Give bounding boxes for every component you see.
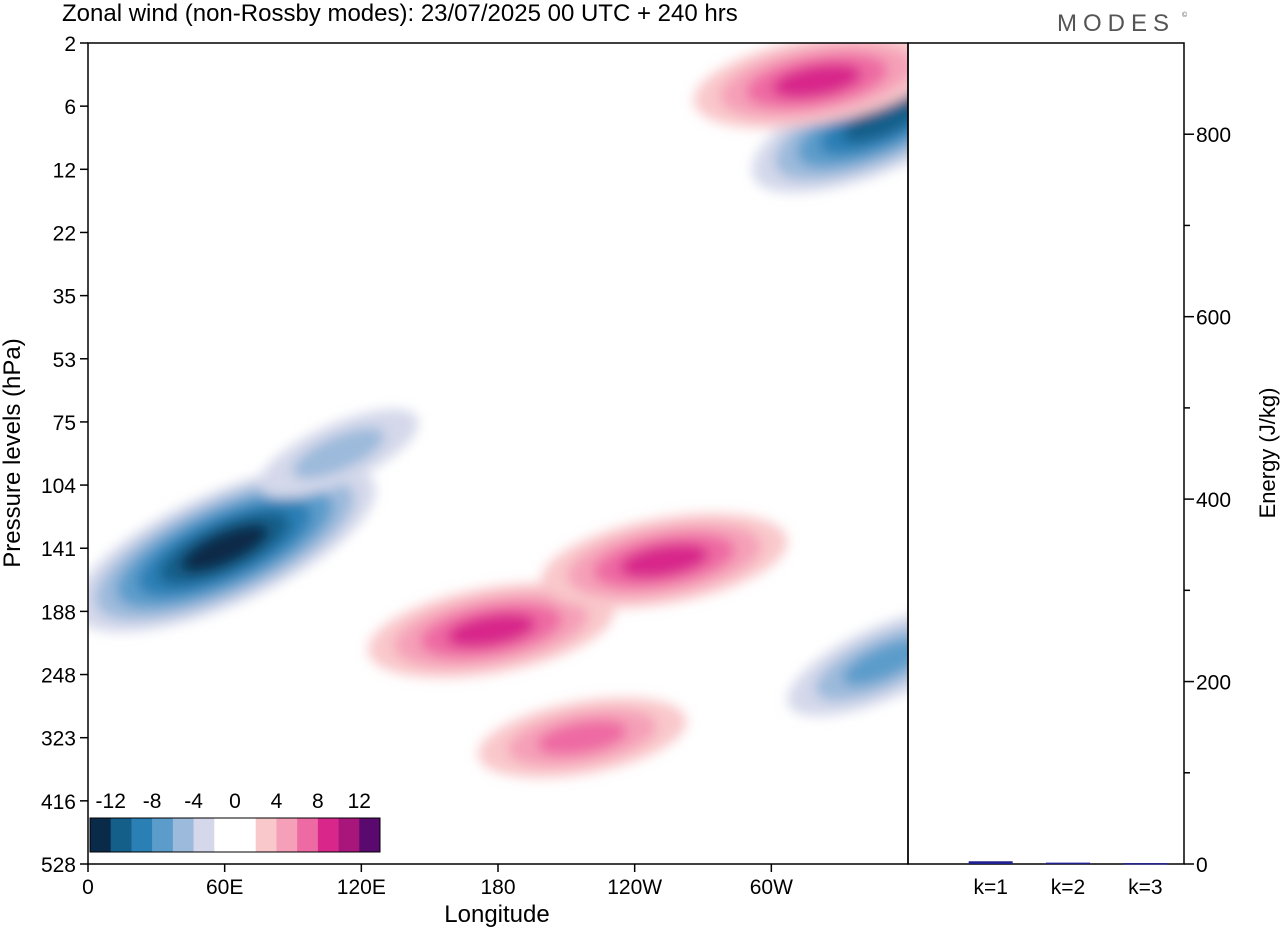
contour-negative-band-1 xyxy=(292,427,385,480)
colorbar-label-8: 8 xyxy=(312,790,324,813)
ytick-label-528: 528 xyxy=(41,854,76,877)
energy-tick-label-800: 800 xyxy=(1196,124,1231,147)
colorbar-frame xyxy=(89,817,381,853)
energy-bar-k=2 xyxy=(1046,862,1090,865)
ytick-label-323: 323 xyxy=(41,728,76,751)
ytick-label-6: 6 xyxy=(64,96,76,119)
energy-category-k=1: k=1 xyxy=(973,876,1007,899)
ytick-label-75: 75 xyxy=(53,412,76,435)
brand-logo: MODES xyxy=(1057,10,1176,37)
ytick-label-2: 2 xyxy=(64,33,76,56)
xtick-label-120W: 120W xyxy=(607,876,662,899)
colorbar-label-0: 0 xyxy=(229,790,241,813)
colorbar-swatch-4 xyxy=(172,818,194,852)
energy-frame xyxy=(907,42,1185,865)
contour-upper-positive-3 xyxy=(772,63,862,99)
colorbar-label-12: 12 xyxy=(348,790,371,813)
xtick-label-180: 180 xyxy=(480,876,515,899)
ytick-label-22: 22 xyxy=(53,222,76,245)
colorbar-label--4: -4 xyxy=(184,790,203,813)
ytick-label-416: 416 xyxy=(41,791,76,814)
ytick-label-53: 53 xyxy=(53,349,76,372)
energy-tick-label-600: 600 xyxy=(1196,307,1231,330)
colorbar-swatch-0 xyxy=(90,818,112,852)
energy-category-k=2: k=2 xyxy=(1051,876,1085,899)
energy-axes: 0 200 400 600 800 k=1 k=2 k=3 xyxy=(968,124,1231,899)
ytick-label-35: 35 xyxy=(53,286,76,309)
ytick-label-12: 12 xyxy=(53,159,76,182)
colorbar-swatch-1 xyxy=(110,818,132,852)
colorbar-swatch-10 xyxy=(297,818,319,852)
heatmap-field xyxy=(88,43,908,778)
xtick-label-120E: 120E xyxy=(337,876,386,899)
colorbar-swatch-13 xyxy=(359,818,381,852)
contour-upper-negative-4 xyxy=(842,95,908,143)
contour-positive-190-2 xyxy=(537,720,628,756)
contour-positive-180-3 xyxy=(446,613,536,648)
energy-bar-k=1 xyxy=(968,861,1013,864)
contour-positive-150W-3 xyxy=(619,543,709,579)
ytick-label-248: 248 xyxy=(41,665,76,688)
colorbar-swatch-6 xyxy=(214,818,236,852)
ytick-label-188: 188 xyxy=(41,601,76,624)
energy-category-k=3: k=3 xyxy=(1128,876,1162,899)
energy-tick-label-0: 0 xyxy=(1196,854,1208,877)
energy-bar-k=3 xyxy=(1123,863,1168,865)
energy-tick-label-400: 400 xyxy=(1196,489,1231,512)
contour-negative-jet-core-5 xyxy=(180,523,269,573)
colorbar-swatch-11 xyxy=(317,818,339,852)
colorbar-swatch-3 xyxy=(152,818,174,852)
xtick-label-60W: 60W xyxy=(750,876,793,899)
colorbar-swatch-8 xyxy=(255,818,277,852)
heatmap-ylabel: Pressure levels (hPa) xyxy=(0,338,26,567)
contour-negative-east-2 xyxy=(842,638,908,686)
colorbar-label-4: 4 xyxy=(271,790,283,813)
xtick-label-0: 0 xyxy=(82,876,94,899)
ytick-label-104: 104 xyxy=(41,475,76,498)
ytick-label-141: 141 xyxy=(41,538,76,561)
colorbar-swatch-5 xyxy=(193,818,215,852)
energy-tick-label-200: 200 xyxy=(1196,672,1231,695)
chart-title: Zonal wind (non-Rossby modes): 23/07/202… xyxy=(62,0,738,27)
colorbar: -12 -8 -4 0 4 8 12 xyxy=(89,790,381,853)
colorbar-label--8: -8 xyxy=(143,790,162,813)
colorbar-swatch-7 xyxy=(235,818,257,852)
colorbar-label--12: -12 xyxy=(96,790,126,813)
colorbar-swatch-12 xyxy=(338,818,360,852)
brand-copyright-mark: © xyxy=(1182,12,1188,19)
colorbar-swatch-9 xyxy=(276,818,298,852)
colorbar-swatch-2 xyxy=(131,818,153,852)
xtick-label-60E: 60E xyxy=(206,876,243,899)
heatmap-xlabel: Longitude xyxy=(444,901,549,928)
energy-ylabel: Energy (J/kg) xyxy=(1255,388,1280,519)
heatmap-contours xyxy=(88,43,908,778)
